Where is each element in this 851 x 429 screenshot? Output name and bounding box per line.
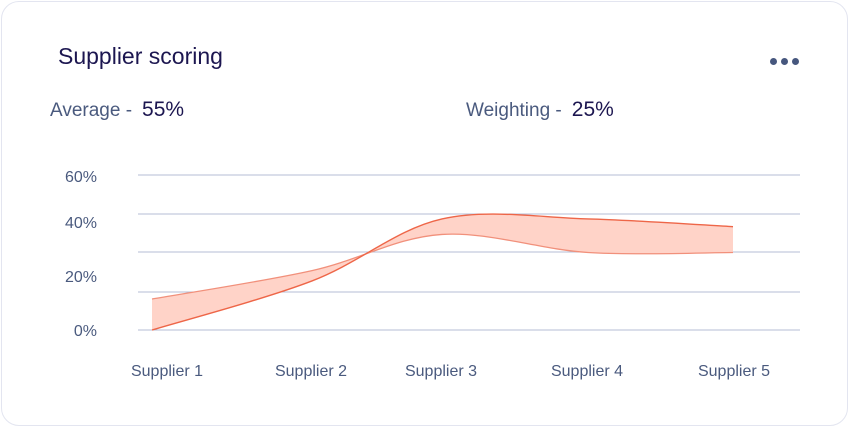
weighting-stat: Weighting - 25%: [466, 98, 614, 122]
x-tick-label: Supplier 4: [551, 363, 623, 380]
y-axis-ticks: 0% 20% 40% 60%: [65, 169, 97, 340]
y-tick-label: 40%: [65, 215, 97, 232]
range-band-area: [152, 214, 733, 330]
y-tick-label: 60%: [65, 169, 97, 186]
x-tick-label: Supplier 2: [275, 363, 347, 380]
x-axis-ticks: Supplier 1 Supplier 2 Supplier 3 Supplier 4…: [131, 363, 770, 380]
x-tick-label: Supplier 5: [698, 363, 770, 380]
card-title: Supplier scoring: [58, 43, 223, 69]
chart-band: [151, 213, 734, 331]
average-value: 55%: [142, 98, 185, 121]
menu-dot: [781, 57, 788, 65]
more-options-icon[interactable]: [770, 55, 808, 67]
weighting-label: Weighting -: [466, 100, 562, 121]
average-label: Average -: [50, 100, 133, 121]
y-tick-label: 0%: [74, 323, 97, 340]
x-tick-label: Supplier 1: [131, 363, 203, 380]
menu-dot: [770, 57, 777, 65]
series-line: [151, 213, 734, 331]
menu-dot: [792, 57, 799, 65]
series-line: [151, 233, 734, 300]
weighting-value: 25%: [571, 98, 614, 121]
average-stat: Average - 55%: [50, 98, 184, 122]
y-tick-label: 20%: [65, 269, 97, 286]
x-tick-label: Supplier 3: [405, 363, 477, 380]
